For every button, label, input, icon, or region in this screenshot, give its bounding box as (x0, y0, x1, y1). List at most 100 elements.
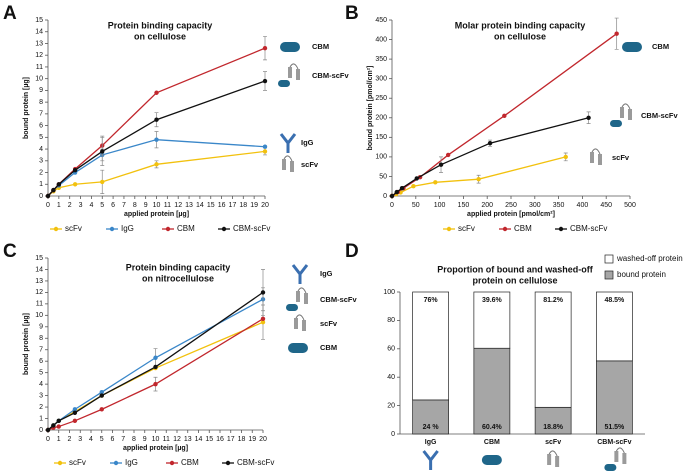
x-tick-label: 0 (46, 202, 50, 209)
scfv-linker (548, 450, 558, 457)
data-point (72, 167, 78, 173)
y-tick-label: 13 (35, 40, 43, 47)
x-axis-label: applied protein [µg] (124, 211, 189, 218)
data-point (399, 185, 405, 191)
y-tick-label: 6 (39, 358, 43, 365)
legend-label: CBM (514, 224, 532, 233)
y-tick-label: 15 (35, 255, 43, 262)
legend-swatch (604, 254, 614, 264)
value-label: 48.5% (604, 297, 625, 304)
x-tick-label: 20 (259, 436, 267, 443)
annotation: CBM-scFv (320, 295, 358, 304)
scfv-linker (621, 103, 631, 110)
y-tick-label: 7 (39, 347, 43, 354)
scfv-icon (290, 161, 294, 172)
data-point (502, 113, 507, 119)
data-point (260, 290, 266, 295)
data-point (563, 154, 568, 160)
y-tick-label: 14 (35, 266, 43, 273)
scfv-icon (590, 152, 594, 163)
value-label: 60.4% (482, 424, 503, 431)
x-tick-label: 18 (239, 202, 247, 209)
scfv-icon (614, 451, 619, 462)
legend-label: IgG (125, 458, 138, 467)
x-tick-label: 4 (89, 436, 93, 443)
y-tick-label: 100 (375, 154, 387, 161)
data-point (433, 180, 438, 185)
x-tick-label: 500 (624, 202, 636, 209)
data-point (154, 162, 159, 167)
y-tick-label: 8 (39, 335, 43, 342)
y-tick-label: 150 (375, 134, 387, 141)
x-tick-label: 50 (412, 202, 420, 209)
igg-arm (291, 264, 309, 284)
x-tick-label: 0 (46, 436, 50, 443)
y-axis-label: bound protein [pmol/cm²] (367, 66, 374, 151)
legend-label: CBM (177, 224, 195, 233)
cbm-icon (288, 343, 308, 353)
cbm-icon (278, 80, 290, 87)
data-point (389, 193, 395, 199)
y-tick-label: 3 (39, 158, 43, 165)
y-axis-label: bound protein [µg] (23, 313, 30, 375)
y-tick-label: 40 (387, 374, 395, 381)
legend-label: bound protein (617, 270, 666, 279)
data-point (51, 423, 56, 428)
x-tick-label: 10 (153, 202, 161, 209)
cbm-icon (280, 42, 300, 52)
x-tick-label: 9 (144, 202, 148, 209)
data-point (72, 182, 78, 187)
igg-icon (291, 264, 309, 284)
bar-segment (412, 291, 449, 401)
annotation: IgG (301, 138, 314, 147)
chart-title: on cellulose (134, 31, 186, 41)
cbm-icon (604, 464, 617, 471)
y-tick-label: 4 (39, 146, 43, 153)
bar-segment (412, 399, 449, 435)
x-tick-label: 7 (121, 436, 125, 443)
legend-marker (169, 460, 175, 466)
value-label: 18.8% (543, 424, 564, 431)
x-tick-label: 300 (529, 202, 541, 209)
y-tick-label: 7 (39, 111, 43, 118)
data-point (260, 316, 266, 321)
data-point (99, 389, 104, 395)
legend-label: washed-off protein (616, 254, 683, 263)
y-tick-label: 13 (35, 278, 43, 285)
data-point (153, 364, 158, 370)
annotation: CBM-scFv (312, 71, 350, 80)
x-tick-label: 1 (57, 202, 61, 209)
scfv-icon (628, 109, 632, 120)
data-point (72, 418, 78, 424)
scfv-linker (289, 63, 299, 70)
scfv-icon (282, 159, 286, 170)
x-tick-label: 3 (79, 202, 83, 209)
x-tick-label: 150 (458, 202, 470, 209)
chart-title: protein on cellulose (472, 275, 557, 285)
legend-label: scFv (69, 458, 86, 467)
scfv-linker (591, 148, 601, 155)
annotation: scFv (320, 319, 338, 328)
data-point (445, 152, 451, 158)
legend-label: CBM (181, 458, 199, 467)
y-tick-label: 11 (36, 64, 43, 71)
scfv-icon (296, 69, 300, 80)
scfv-icon (622, 453, 627, 464)
data-point (99, 393, 104, 398)
scfv-icon (598, 154, 602, 165)
y-tick-label: 60 (387, 346, 395, 353)
data-point (72, 407, 78, 412)
legend-marker (113, 460, 119, 466)
data-point (586, 115, 591, 120)
legend-label: scFv (65, 224, 82, 233)
x-tick-label: 15 (205, 436, 213, 443)
x-tick-label: 17 (229, 202, 237, 209)
legend-label: CBM-scFv (570, 224, 607, 233)
y-tick-label: 1 (39, 415, 43, 422)
x-tick-label: 14 (195, 436, 203, 443)
annotation: CBM (320, 343, 337, 352)
x-tick-label: 16 (216, 436, 224, 443)
data-point (51, 187, 56, 193)
data-point (262, 78, 268, 84)
y-tick-label: 10 (35, 312, 43, 319)
